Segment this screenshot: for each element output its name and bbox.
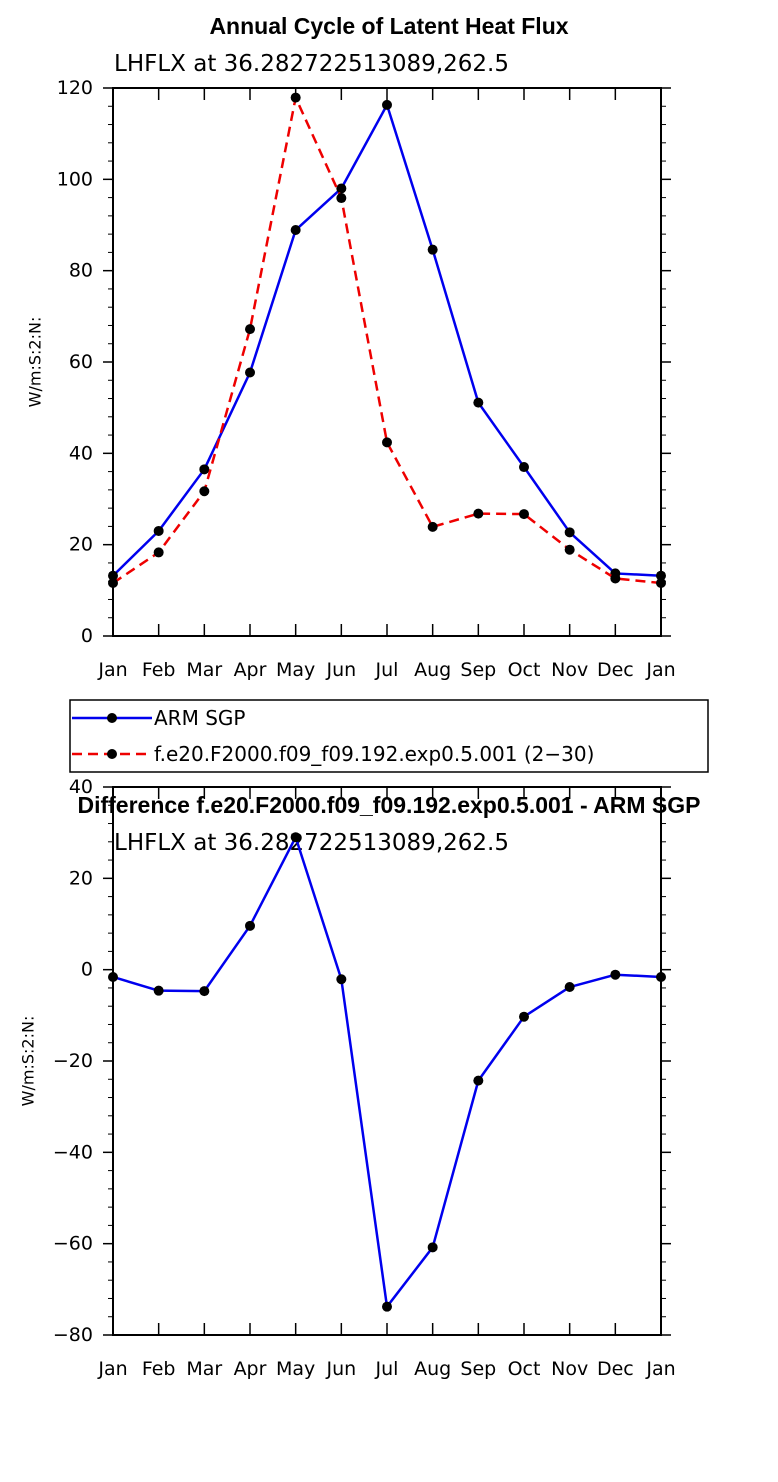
data-point — [153, 525, 164, 536]
x-tick-label: Aug — [414, 659, 451, 681]
legend-marker — [107, 749, 117, 759]
data-point — [427, 244, 438, 255]
data-point — [153, 547, 164, 558]
data-point — [473, 1075, 484, 1086]
x-tick-label: Jan — [645, 1358, 675, 1380]
data-point — [199, 986, 210, 997]
x-tick-label: Feb — [142, 1358, 176, 1380]
data-point — [564, 527, 575, 538]
data-point — [427, 521, 438, 532]
x-tick-label: May — [276, 1358, 315, 1380]
x-tick-label: Jan — [645, 659, 675, 681]
x-tick-label: Oct — [508, 1358, 541, 1380]
data-point — [290, 92, 301, 103]
data-point — [108, 971, 118, 982]
y-tick-label: −60 — [53, 1233, 93, 1255]
y-tick-label: 0 — [81, 625, 93, 647]
chart-panel-1: Annual Cycle of Latent Heat Flux LHFLX at… — [26, 13, 709, 773]
data-point — [199, 486, 210, 497]
x-tick-label: Nov — [551, 659, 588, 681]
legend-box — [69, 699, 709, 773]
legend-label-2: f.e20.F2000.f09_f09.192.exp0.5.001 (2−30… — [154, 742, 594, 766]
x-tick-label: Jan — [97, 659, 127, 681]
data-point — [656, 570, 666, 581]
chart-subtitle: LHFLX at 36.282722513089,262.5 — [114, 51, 509, 77]
legend-marker — [107, 713, 117, 723]
data-point — [564, 982, 575, 993]
data-point — [656, 578, 666, 589]
x-tick-label: Aug — [414, 1358, 451, 1380]
y-tick-label: 0 — [81, 959, 93, 981]
data-point — [153, 985, 164, 996]
series-line-1 — [112, 835, 662, 1308]
data-point — [519, 509, 529, 520]
y-tick-label: 20 — [69, 534, 93, 556]
x-tick-label: Feb — [142, 659, 176, 681]
x-tick-label: Jun — [325, 1358, 356, 1380]
y-tick-label: 120 — [57, 77, 93, 99]
x-tick-label: May — [276, 659, 315, 681]
x-tick-label: Mar — [186, 1358, 222, 1380]
chart-panel-2: Difference f.e20.F2000.f09_f09.192.exp0.… — [19, 776, 701, 1380]
data-point — [473, 508, 484, 519]
x-tick-label: Jun — [325, 659, 356, 681]
data-point — [610, 573, 621, 584]
data-point — [519, 1011, 529, 1022]
y-tick-label: 100 — [57, 168, 93, 190]
y-tick-label: 20 — [69, 867, 93, 889]
data-point — [245, 367, 255, 378]
x-tick-label: Mar — [186, 659, 222, 681]
y-tick-label: −40 — [53, 1141, 93, 1163]
x-tick-label: Sep — [460, 1358, 496, 1380]
x-tick-label: Jan — [97, 1358, 127, 1380]
y-tick-label: −20 — [53, 1050, 93, 1072]
chart-title: Annual Cycle of Latent Heat Flux — [209, 13, 568, 39]
plot-frame — [112, 87, 662, 637]
y-tick-label: −80 — [53, 1324, 93, 1346]
legend-label-1: ARM SGP — [154, 706, 245, 730]
chart-subtitle: LHFLX at 36.282722513089,262.5 — [114, 830, 509, 856]
x-tick-label: Dec — [597, 659, 634, 681]
x-tick-label: Jul — [375, 659, 399, 681]
x-tick-label: Jul — [375, 1358, 399, 1380]
y-tick-label: 60 — [69, 351, 93, 373]
data-point — [656, 971, 666, 982]
data-point — [336, 193, 347, 204]
y-tick-label: 40 — [69, 776, 93, 798]
x-tick-label: Nov — [551, 1358, 588, 1380]
chart-title: Difference f.e20.F2000.f09_f09.192.exp0.… — [77, 792, 700, 818]
plot-frame — [112, 786, 662, 1336]
data-point — [336, 183, 347, 194]
x-tick-label: Apr — [234, 659, 267, 681]
series-line-2 — [112, 96, 662, 585]
data-point — [199, 464, 210, 475]
data-point — [427, 1242, 438, 1253]
x-tick-label: Dec — [597, 1358, 634, 1380]
data-point — [382, 99, 392, 110]
data-point — [108, 578, 118, 589]
data-point — [290, 832, 301, 843]
data-point — [290, 225, 301, 236]
legend: ARM SGP f.e20.F2000.f09_f09.192.exp0.5.00… — [69, 699, 709, 773]
x-tick-label: Oct — [508, 659, 541, 681]
data-point — [336, 974, 347, 985]
y-axis-label: W/m:S:2:N: — [26, 317, 45, 408]
data-point — [245, 920, 255, 931]
x-tick-label: Apr — [234, 1358, 267, 1380]
data-point — [519, 462, 529, 473]
data-point — [382, 437, 392, 448]
data-point — [245, 324, 255, 335]
data-point — [473, 397, 484, 408]
data-point — [610, 969, 621, 980]
y-tick-label: 40 — [69, 442, 93, 464]
x-tick-label: Sep — [460, 659, 496, 681]
data-point — [564, 544, 575, 555]
y-axis-label: W/m:S:2:N: — [19, 1016, 38, 1107]
data-point — [108, 570, 118, 581]
y-tick-label: 80 — [69, 260, 93, 282]
data-point — [382, 1301, 392, 1312]
